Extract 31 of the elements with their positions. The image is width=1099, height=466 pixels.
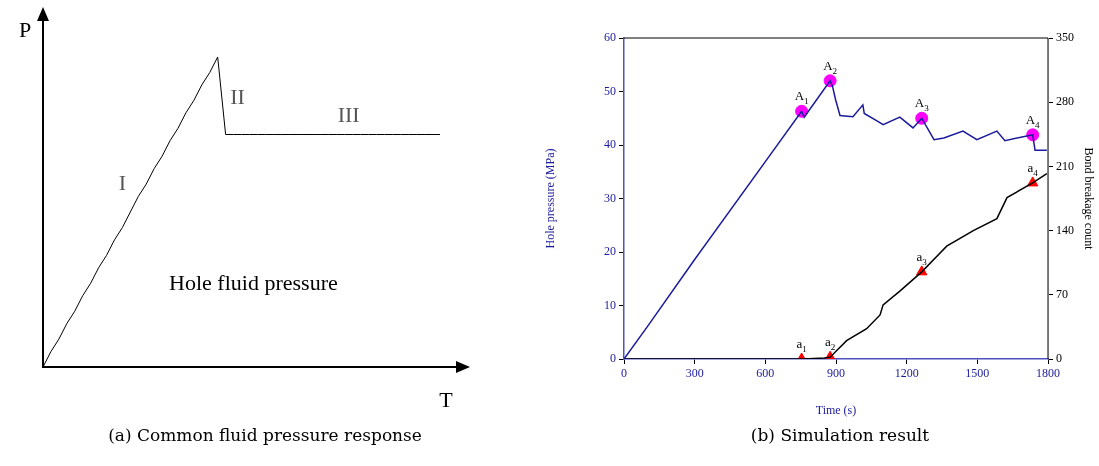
y2-tick-label: 0 — [1056, 351, 1062, 366]
y2-tick-label: 210 — [1056, 158, 1074, 173]
annotation: III — [337, 102, 360, 128]
x-tick-label: 900 — [827, 366, 845, 381]
x-tick-label: 0 — [621, 366, 627, 381]
x-tick-label: 300 — [685, 366, 704, 381]
x-tick-label: 1200 — [894, 366, 919, 381]
text: (a) Common fluid pressure response — [107, 425, 423, 445]
y2-axis-title: Bond breakage count — [1081, 147, 1096, 251]
y-axis-title: Hole pressure (MPa) — [543, 148, 558, 249]
x-tick-label: 1800 — [1036, 366, 1060, 381]
y-tick-label: 10 — [604, 297, 616, 312]
annotation: II — [230, 83, 245, 109]
y2-tick-label: 70 — [1056, 286, 1068, 301]
x-tick-label: 1500 — [965, 366, 990, 381]
y-tick-label: 50 — [604, 83, 616, 98]
y-axis-title: P — [18, 17, 32, 42]
x-axis-title: T — [439, 387, 454, 412]
annotation: I — [118, 170, 127, 196]
y-tick-label: 30 — [604, 190, 616, 205]
y-tick-label: 60 — [604, 30, 616, 45]
x-tick-label: 600 — [756, 366, 775, 381]
text: Hole fluid pressure — [169, 269, 338, 295]
y2-tick-label: 140 — [1056, 222, 1074, 237]
y-tick-label: 20 — [604, 244, 616, 259]
y2-tick-label: 350 — [1056, 30, 1074, 45]
x-axis-title: Time (s) — [815, 402, 857, 417]
y2-tick-label: 280 — [1056, 94, 1074, 109]
y-tick-label: 0 — [610, 351, 616, 366]
text: (b) Simulation result — [749, 425, 931, 445]
y-tick-label: 40 — [604, 137, 616, 152]
